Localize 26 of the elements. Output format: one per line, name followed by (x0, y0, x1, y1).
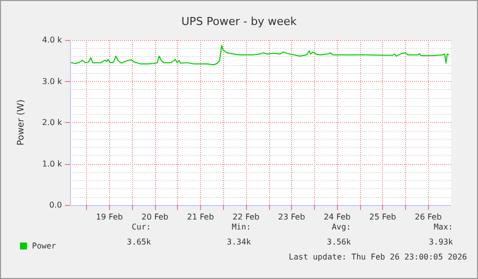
text: Last update: Thu Feb 26 23:00:05 2026 (288, 252, 468, 262)
text: Cur: (132, 222, 151, 232)
x-tick-label: 26 Feb (414, 212, 442, 222)
y-tick-label: 4.0 k (42, 36, 62, 44)
y-tick-label: 1.0 k (42, 159, 62, 168)
line-series (70, 44, 450, 66)
legend-label: Power (32, 242, 56, 250)
y-tick-label: 0.0 (49, 200, 62, 210)
text: 3.56k (326, 238, 352, 246)
x-tick-label: 20 Feb (141, 212, 168, 222)
text: Min: (232, 222, 251, 232)
x-tick-label: 22 Feb (232, 212, 260, 222)
text: 3.93k (428, 238, 454, 246)
text: Avg: (332, 222, 351, 232)
text: Max: (434, 222, 453, 232)
x-tick-label: 23 Feb (278, 212, 306, 222)
chart-title: UPS Power - by week (181, 15, 298, 28)
text: 3.65k (126, 238, 152, 246)
y-tick-label: 2.0 k (42, 118, 62, 127)
y-axis-title: Power (W) (16, 100, 26, 146)
x-tick-label: 19 Feb (96, 212, 123, 222)
x-tick-label: 21 Feb (187, 212, 214, 222)
x-tick-label: 25 Feb (369, 212, 396, 222)
text: 3.34k (226, 238, 252, 246)
y-tick-label: 3.0 k (42, 76, 62, 86)
x-tick-label: 24 Feb (324, 212, 351, 222)
